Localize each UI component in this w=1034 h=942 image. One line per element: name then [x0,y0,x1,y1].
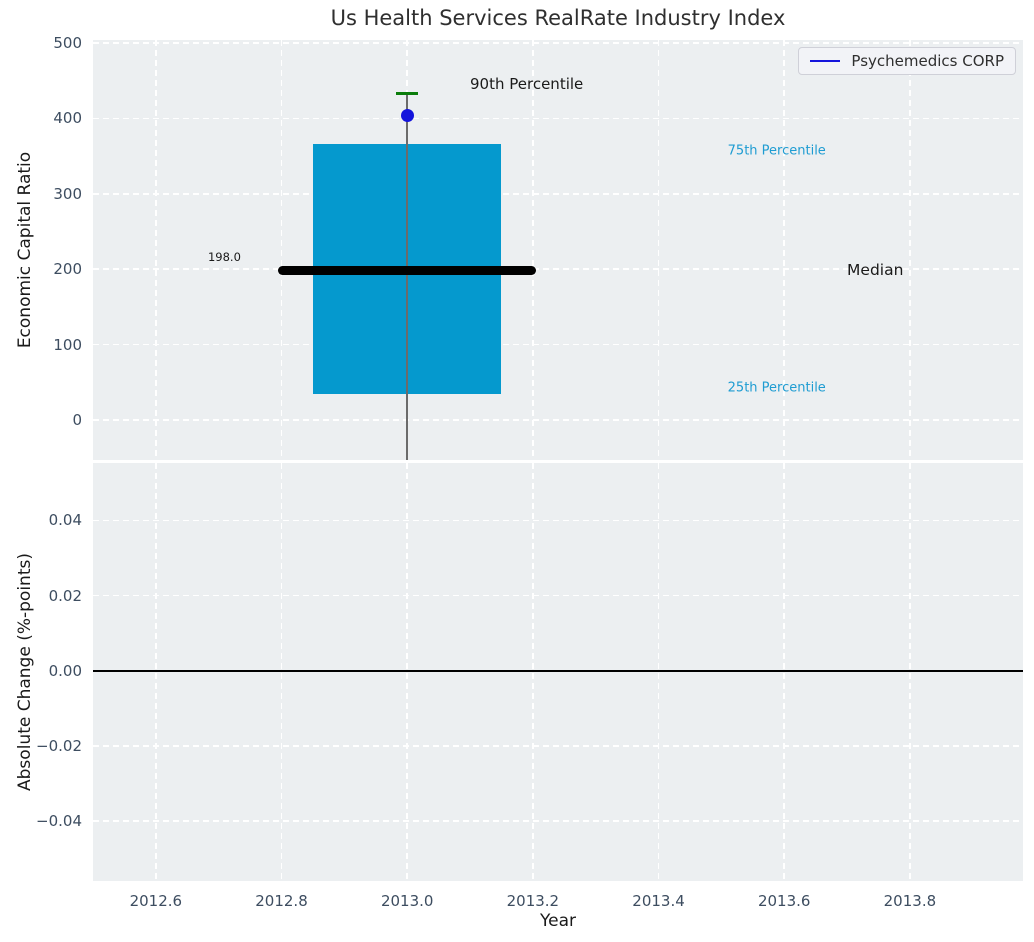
x-tick-label: 2012.8 [255,892,308,910]
gridline-x [783,40,785,460]
gridline-y [93,268,1023,270]
gridline-x [155,463,157,881]
y-tick-label: −0.02 [36,736,82,755]
gridline-x [155,40,157,460]
gridline-y [93,193,1023,195]
x-tick-label: 2013.2 [506,892,560,910]
y-tick-label: 500 [53,34,82,53]
gridline-x [909,40,911,460]
y-tick-label: −0.04 [36,811,82,830]
gridline-x [657,40,660,460]
gridline-x [280,463,283,881]
y-tick-label: 200 [53,260,82,279]
gridline-y [93,519,1023,522]
p90-cap [395,92,419,96]
economic-capital-ratio-plot: Psychemedics CORP 90th Percentile 75th Pe… [93,40,1023,460]
gridline-x [532,463,534,881]
legend: Psychemedics CORP [798,47,1016,75]
gridline-x [657,463,660,881]
chart-title: Us Health Services RealRate Industry Ind… [330,6,786,30]
legend-line-sample [810,60,841,62]
x-tick-label: 2013.8 [883,892,937,910]
x-tick-label: 2013.6 [757,892,811,910]
gridline-y [93,419,1023,421]
annotation-25th-percentile: 25th Percentile [727,380,826,396]
gridline-x [532,40,534,460]
annotation-198-0: 198.0 [207,250,241,265]
median-line [278,266,536,276]
annotation-75th-percentile: 75th Percentile [727,143,826,159]
whisker-line [406,93,409,460]
x-tick-label: 2013.0 [380,892,434,910]
y-tick-label: 0.02 [48,586,82,605]
y-axis-label-top: Economic Capital Ratio [15,151,35,349]
y-tick-label: 0.04 [48,511,82,530]
gridline-y [93,117,1023,120]
gridline-x [783,463,785,881]
x-axis-label: Year [540,911,576,931]
y-tick-label: 0 [72,411,82,430]
gridline-y [93,343,1023,346]
gridline-y [93,820,1023,822]
y-tick-label: 400 [53,109,82,128]
gridline-y [93,594,1023,597]
y-tick-label: 300 [53,184,82,203]
annotation-median: Median [847,260,904,279]
annotation-90th-percentile: 90th Percentile [470,75,584,94]
gridline-x [280,40,283,460]
x-tick-label: 2012.6 [129,892,183,910]
y-axis-label-bottom: Absolute Change (%-points) [15,553,35,791]
y-tick-label: 0.00 [48,661,82,680]
zero-line [93,669,1023,672]
x-tick-label: 2013.4 [632,892,685,910]
absolute-change-plot [93,463,1023,881]
gridline-y [93,745,1023,747]
gridline-x [909,463,911,881]
legend-label: Psychemedics CORP [851,52,1004,70]
company-dot [400,108,414,122]
y-tick-label: 100 [53,335,82,354]
gridline-y [93,42,1023,44]
gridline-x [406,463,408,881]
